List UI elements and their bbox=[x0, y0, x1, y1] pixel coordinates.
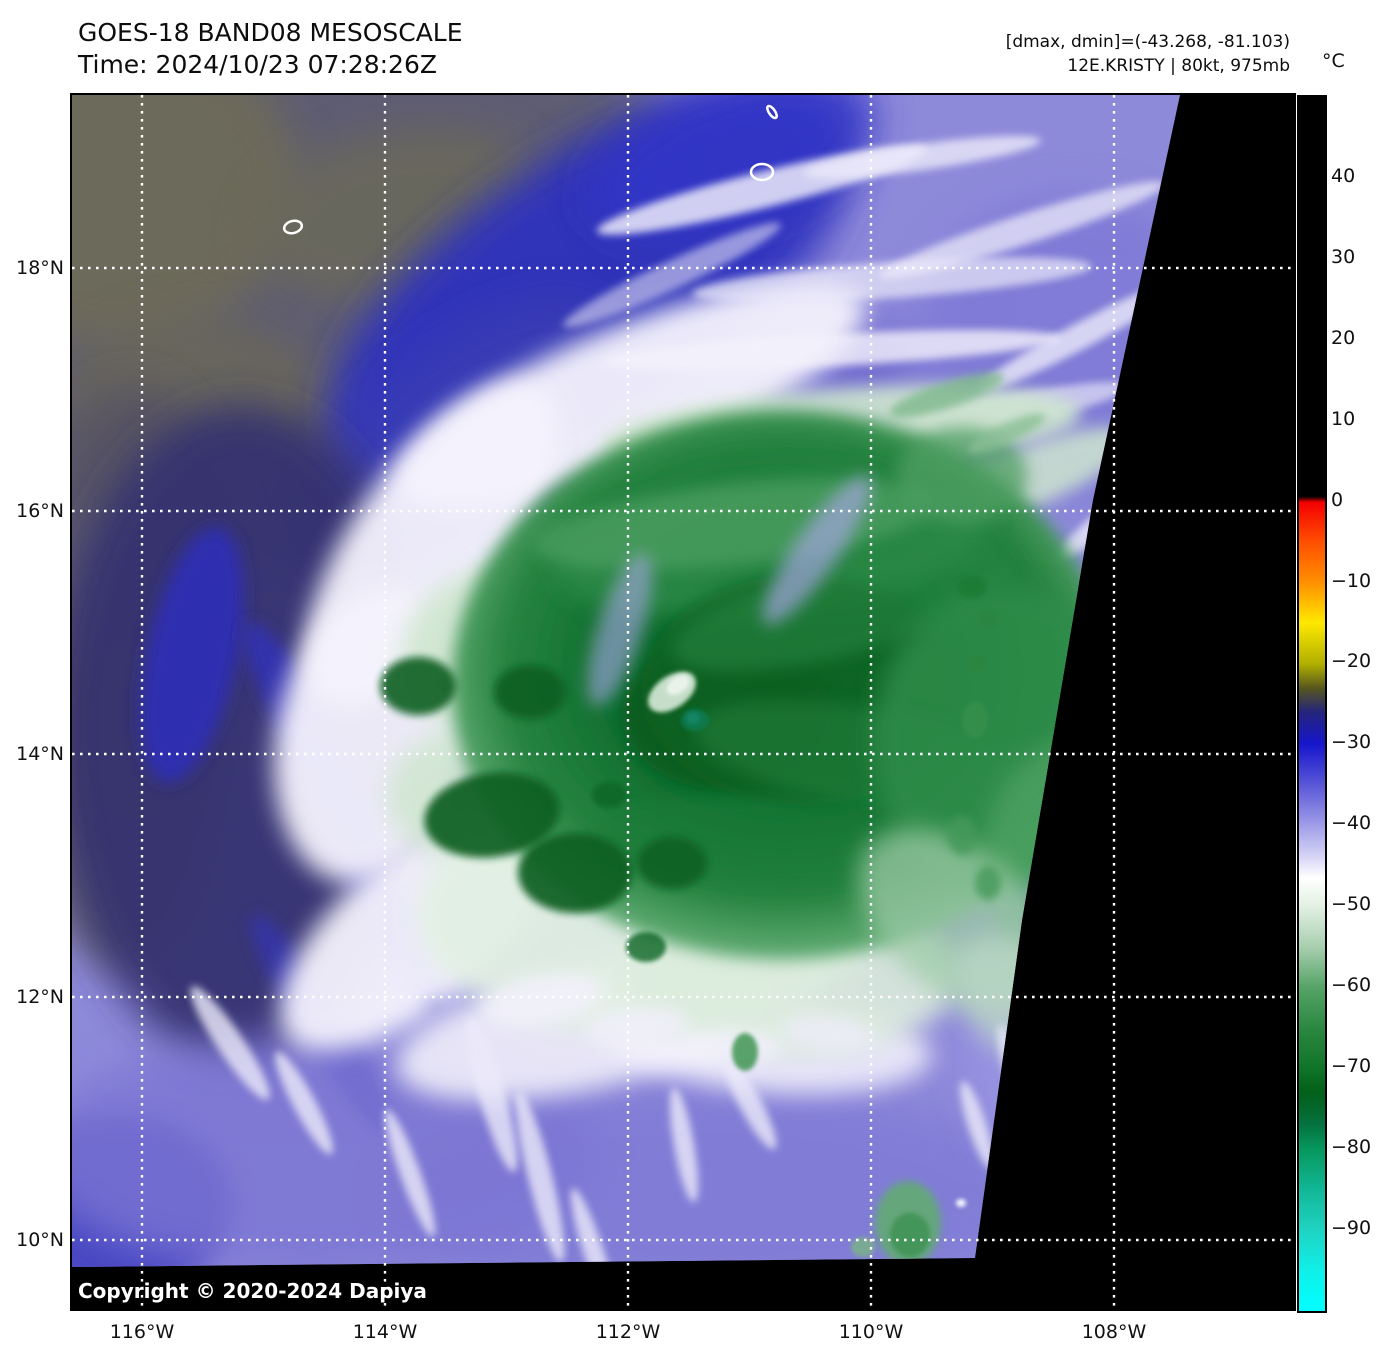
colorbar-tick-10: 10 bbox=[1331, 408, 1356, 430]
colorbar-tick-m50: −50 bbox=[1331, 893, 1372, 915]
storm-info-readout: 12E.KRISTY | 80kt, 975mb bbox=[1067, 56, 1290, 76]
satellite-imagery bbox=[72, 95, 1294, 1309]
lon-tick-112w: 112°W bbox=[595, 1321, 661, 1343]
temperature-colorbar bbox=[1297, 95, 1327, 1313]
colorbar-tick-m40: −40 bbox=[1331, 812, 1372, 834]
colorbar-tick-20: 20 bbox=[1331, 327, 1356, 349]
dmax-dmin-readout: [dmax, dmin]=(-43.268, -81.103) bbox=[1005, 32, 1290, 52]
colorbar-tick-m30: −30 bbox=[1331, 731, 1372, 753]
lat-tick-18n: 18°N bbox=[16, 257, 64, 279]
lon-tick-110w: 110°W bbox=[838, 1321, 904, 1343]
latlon-gridlines bbox=[72, 95, 1294, 1309]
lat-tick-14n: 14°N bbox=[16, 743, 64, 765]
colorbar-tick-m80: −80 bbox=[1331, 1136, 1372, 1158]
lat-tick-16n: 16°N bbox=[16, 500, 64, 522]
satellite-map: Copyright © 2020-2024 Dapiya bbox=[70, 93, 1296, 1311]
colorbar-tick-m10: −10 bbox=[1331, 570, 1372, 592]
colorbar-tick-m20: −20 bbox=[1331, 650, 1372, 672]
header-right-block: [dmax, dmin]=(-43.268, -81.103) 12E.KRIS… bbox=[1006, 30, 1290, 78]
colorbar-unit-label: °C bbox=[1322, 50, 1345, 72]
lon-tick-108w: 108°W bbox=[1081, 1321, 1147, 1343]
lat-tick-12n: 12°N bbox=[16, 986, 64, 1008]
temperature-contour-outlines bbox=[282, 104, 778, 235]
colorbar-tick-0: 0 bbox=[1331, 489, 1344, 511]
colorbar-tick-m90: −90 bbox=[1331, 1217, 1372, 1239]
colorbar-tick-m70: −70 bbox=[1331, 1055, 1372, 1077]
lon-tick-116w: 116°W bbox=[109, 1321, 175, 1343]
figure-timestamp: Time: 2024/10/23 07:28:26Z bbox=[78, 50, 437, 79]
lat-tick-10n: 10°N bbox=[16, 1229, 64, 1251]
colorbar-tick-40: 40 bbox=[1331, 165, 1356, 187]
lon-tick-114w: 114°W bbox=[352, 1321, 418, 1343]
figure-title: GOES-18 BAND08 MESOSCALE bbox=[78, 18, 463, 47]
colorbar-tick-m60: −60 bbox=[1331, 974, 1372, 996]
copyright-text: Copyright © 2020-2024 Dapiya bbox=[78, 1279, 427, 1303]
imagery-blobs bbox=[72, 95, 1180, 1267]
colorbar-tick-30: 30 bbox=[1331, 246, 1356, 268]
